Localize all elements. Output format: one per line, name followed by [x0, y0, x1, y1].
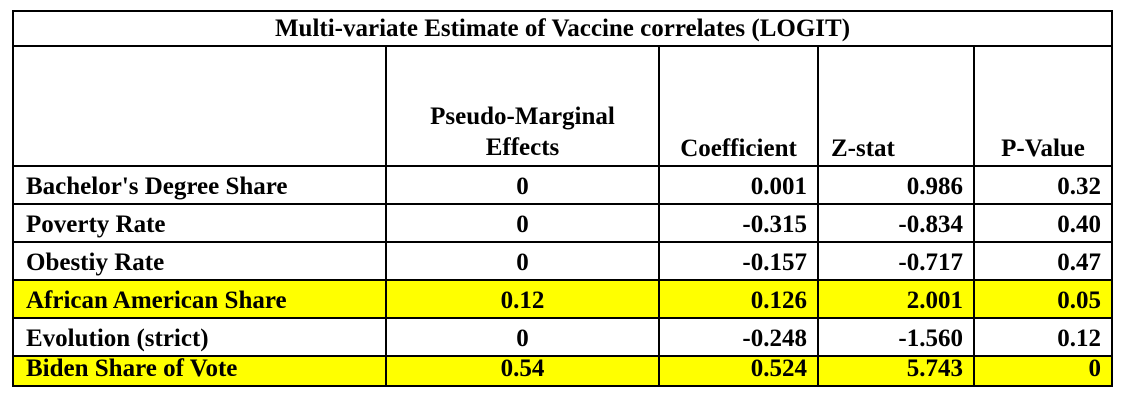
header-pvalue: P-Value	[973, 47, 1111, 165]
table-row: Obestiy Rate 0 -0.157 -0.717 0.47	[14, 243, 1111, 281]
row-coefficient: -0.315	[658, 205, 817, 241]
header-variable	[14, 47, 385, 165]
row-pvalue: 0.47	[973, 243, 1111, 279]
row-zstat: 5.743	[817, 355, 973, 385]
table-row: Biden Share of Vote 0.54 0.524 5.743 0	[14, 355, 1111, 385]
regression-table: Multi-variate Estimate of Vaccine correl…	[12, 10, 1113, 387]
row-coefficient: -0.248	[658, 319, 817, 355]
row-zstat: -0.834	[817, 205, 973, 241]
row-marginal-effect: 0	[385, 319, 658, 355]
row-marginal-effect: 0	[385, 243, 658, 279]
header-row: Pseudo-Marginal Effects Coefficient Z-st…	[14, 47, 1111, 167]
row-zstat: -0.717	[817, 243, 973, 279]
table-row: Poverty Rate 0 -0.315 -0.834 0.40	[14, 205, 1111, 243]
row-coefficient: 0.001	[658, 167, 817, 203]
row-coefficient: 0.524	[658, 355, 817, 385]
table-row: African American Share 0.12 0.126 2.001 0.05	[14, 281, 1111, 319]
row-zstat: 2.001	[817, 281, 973, 317]
row-pvalue: 0.32	[973, 167, 1111, 203]
row-marginal-effect: 0.12	[385, 281, 658, 317]
row-coefficient: 0.126	[658, 281, 817, 317]
row-coefficient: -0.157	[658, 243, 817, 279]
row-pvalue: 0.05	[973, 281, 1111, 317]
table-row: Evolution (strict) 0 -0.248 -1.560 0.12	[14, 319, 1111, 357]
row-marginal-effect: 0	[385, 205, 658, 241]
table-title: Multi-variate Estimate of Vaccine correl…	[14, 12, 1111, 47]
row-marginal-effect: 0	[385, 167, 658, 203]
row-pvalue: 0.12	[973, 319, 1111, 355]
header-marginal-effects: Pseudo-Marginal Effects	[385, 47, 658, 165]
header-marginal-line2: Effects	[485, 134, 560, 161]
row-variable: Obestiy Rate	[26, 249, 165, 276]
row-variable: African American Share	[26, 287, 287, 314]
row-variable: Evolution (strict)	[26, 325, 209, 352]
row-zstat: 0.986	[817, 167, 973, 203]
row-marginal-effect: 0.54	[385, 355, 658, 385]
table-row: Bachelor's Degree Share 0 0.001 0.986 0.32	[14, 167, 1111, 205]
header-marginal-line1: Pseudo-Marginal	[430, 103, 615, 130]
row-zstat: -1.560	[817, 319, 973, 355]
row-pvalue: 0	[973, 355, 1111, 385]
row-variable: Poverty Rate	[26, 211, 166, 238]
header-coefficient: Coefficient	[658, 47, 817, 165]
row-variable: Biden Share of Vote	[26, 355, 238, 382]
row-pvalue: 0.40	[973, 205, 1111, 241]
row-variable: Bachelor's Degree Share	[26, 173, 288, 200]
header-zstat: Z-stat	[817, 47, 973, 165]
